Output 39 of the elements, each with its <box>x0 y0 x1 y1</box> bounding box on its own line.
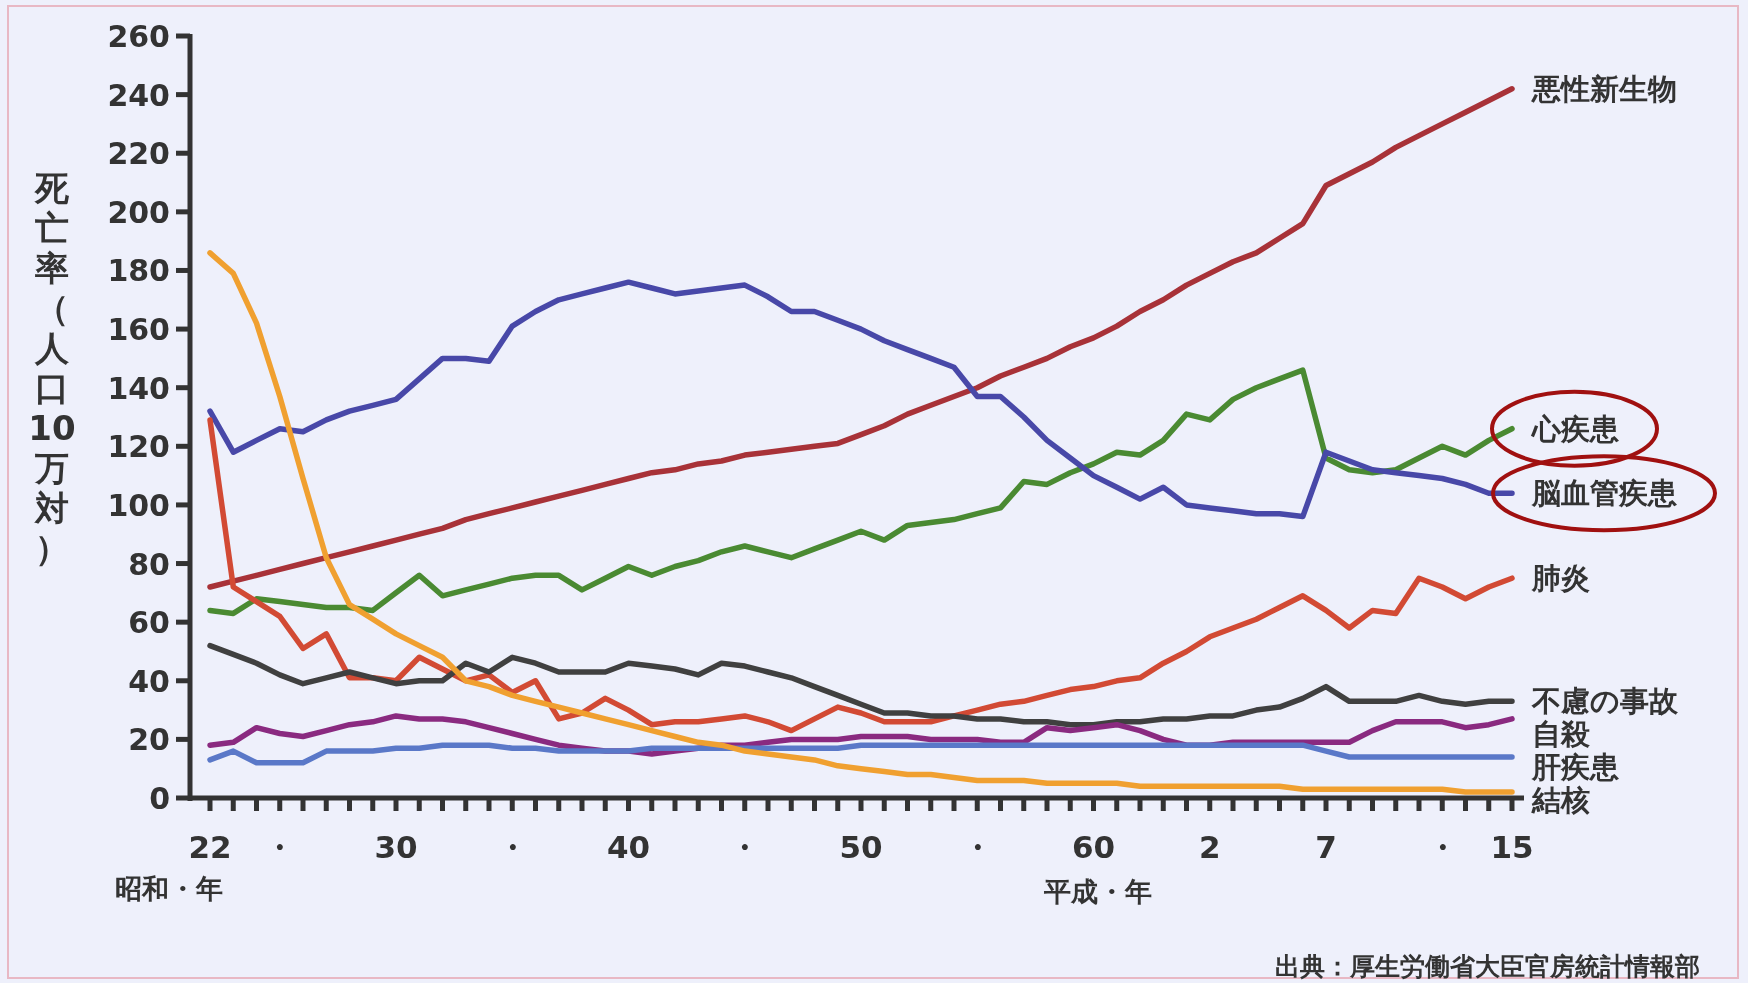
series-label: 悪性新生物 <box>1531 71 1677 106</box>
x-tick-label: 40 <box>606 829 651 865</box>
y-tick-label: 240 <box>107 77 170 113</box>
y-tick-label: 60 <box>128 605 170 641</box>
series-label: 心疾患 <box>1530 411 1619 446</box>
text: 死亡率（人口10万対） <box>28 168 76 568</box>
x-tick-label: ・ <box>264 829 296 865</box>
y-tick-label: 160 <box>107 312 170 348</box>
x-tick-label: 15 <box>1490 829 1534 865</box>
y-tick-label: 0 <box>149 781 170 816</box>
x-axis-title: 昭和・年 <box>115 873 223 904</box>
x-tick-label: 30 <box>374 829 418 865</box>
x-tick-label: 22 <box>188 829 232 865</box>
y-tick-label: 80 <box>128 546 170 582</box>
source-note: 出典：厚生労働省大臣官房統計情報部 <box>1275 952 1700 981</box>
x-tick-label: ・ <box>961 829 993 865</box>
y-tick-label: 40 <box>128 663 170 699</box>
y-tick-label: 20 <box>128 722 170 758</box>
series-label: 肝疾患 <box>1531 750 1619 785</box>
y-tick-label: 220 <box>107 136 170 172</box>
series-label: 脳血管疾患 <box>1531 476 1677 511</box>
y-tick-label: 180 <box>107 253 170 289</box>
series-label: 不慮の事故 <box>1531 684 1679 719</box>
y-tick-label: 200 <box>107 194 170 230</box>
text: 平成・年 <box>1042 876 1152 907</box>
x-tick-label: ・ <box>729 829 761 865</box>
x-tick-label: ・ <box>1426 829 1458 865</box>
x-tick-label: 7 <box>1315 829 1337 865</box>
y-tick-label: 260 <box>107 19 170 54</box>
x-tick-label: 60 <box>1071 829 1116 865</box>
y-tick-label: 120 <box>107 429 170 465</box>
x-tick-label: 2 <box>1198 829 1221 865</box>
series-label: 肺炎 <box>1531 561 1590 596</box>
series-label: 自殺 <box>1532 717 1591 752</box>
x-tick-label: 50 <box>839 829 883 865</box>
x-tick-label: ・ <box>496 829 528 865</box>
y-tick-label: 100 <box>107 487 170 523</box>
y-tick-label: 140 <box>107 370 170 406</box>
series-label: 結核 <box>1531 783 1590 818</box>
